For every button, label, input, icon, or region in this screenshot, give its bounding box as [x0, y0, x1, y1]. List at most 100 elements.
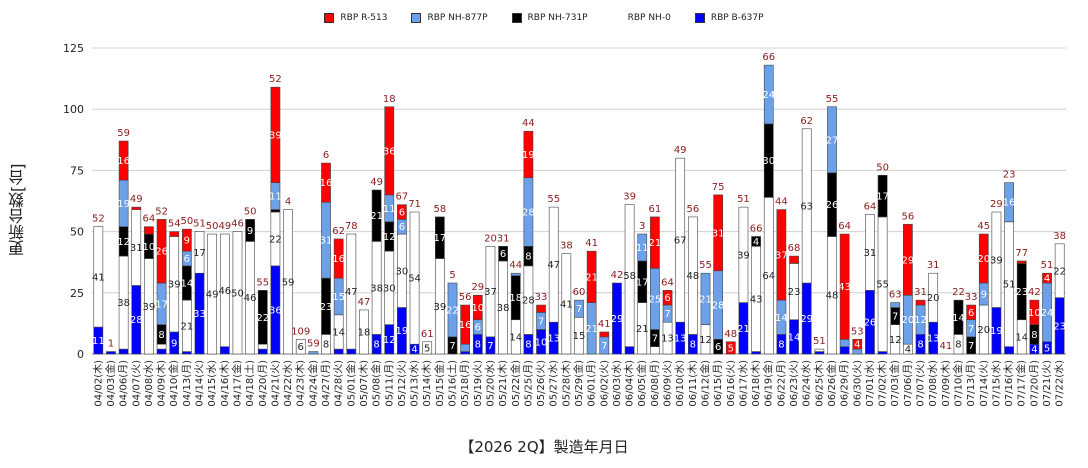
- total-data-label: 61: [421, 329, 434, 340]
- segment-data-label: 4: [905, 345, 911, 356]
- x-axis-title: 【2026 2Q】製造年月日: [459, 438, 629, 456]
- bar-segment: [257, 348, 268, 355]
- segment-data-label: 21: [699, 294, 712, 305]
- segment-data-label: 19: [990, 326, 1003, 337]
- legend-swatch: [511, 13, 522, 23]
- total-data-label: 58: [433, 204, 446, 215]
- bar-segment: [827, 106, 837, 174]
- bar-segment: [156, 343, 167, 350]
- total-data-label: 50: [244, 206, 257, 217]
- bar-segment: [839, 346, 850, 355]
- segment-data-label: 28: [522, 208, 535, 219]
- total-data-label: 46: [231, 219, 244, 230]
- segment-data-label: 51: [1003, 280, 1016, 291]
- segment-data-label: 58: [623, 271, 636, 282]
- total-data-label: 61: [649, 204, 662, 215]
- segment-data-label: 6: [399, 222, 405, 233]
- total-data-label: 59: [117, 128, 130, 139]
- x-tick-label: 04/13(月): [181, 360, 193, 407]
- total-data-label: 49: [130, 194, 143, 205]
- bar-segment: [662, 290, 673, 306]
- segment-data-label: 19: [117, 199, 130, 210]
- bar-segment: [194, 231, 205, 274]
- total-data-label: 3: [639, 221, 645, 232]
- total-data-label: 41: [939, 341, 952, 352]
- x-tick-label: 04/22(水): [282, 360, 294, 407]
- x-tick-label: 06/03(水): [611, 360, 623, 407]
- segment-data-label: 7: [601, 341, 607, 352]
- segment-data-label: 47: [345, 287, 358, 298]
- segment-data-label: 7: [892, 312, 898, 323]
- segment-data-label: 7: [576, 304, 582, 315]
- legend-item: RBP NH-877P: [411, 8, 488, 28]
- total-data-label: 54: [168, 219, 181, 230]
- segment-data-label: 31: [130, 243, 143, 254]
- segment-data-label: 9: [171, 338, 177, 349]
- total-data-label: 63: [889, 290, 902, 301]
- total-data-label: 53: [851, 326, 864, 337]
- segment-data-label: 17: [636, 277, 649, 288]
- bar-segment: [232, 231, 243, 355]
- segment-data-label: 7: [449, 341, 455, 352]
- bar-segment: [435, 216, 445, 259]
- segment-data-label: 13: [927, 334, 940, 345]
- x-tick-label: 05/14(木): [421, 360, 433, 407]
- bar-segment: [612, 282, 622, 355]
- segment-data-label: 21: [585, 272, 598, 283]
- segment-data-label: 14: [332, 327, 345, 338]
- bar-segment: [219, 346, 230, 355]
- segment-data-label: 15: [573, 331, 586, 342]
- legend-item: RBP NH-731P: [511, 8, 588, 28]
- total-data-label: 47: [358, 297, 371, 308]
- total-data-label: 55: [547, 194, 560, 205]
- segment-data-label: 19: [522, 150, 535, 161]
- segment-data-label: 4: [753, 237, 759, 248]
- legend-item: RBP NH-0: [611, 8, 671, 28]
- total-data-label: 55: [826, 94, 839, 105]
- total-data-label: 20: [484, 233, 497, 244]
- x-tick-label: 06/08(月): [649, 360, 661, 407]
- segment-data-label: 29: [611, 314, 624, 325]
- segment-data-label: 38: [117, 298, 130, 309]
- segment-data-label: 37: [484, 287, 497, 298]
- total-data-label: 31: [914, 287, 927, 298]
- bar-segment: [713, 194, 723, 272]
- legend: RBP R-513 RBP NH-877P RBP NH-731P RBP NH-0 R…: [0, 8, 1088, 28]
- total-data-label: 59: [307, 339, 320, 350]
- segment-data-label: 31: [712, 228, 725, 239]
- bar-segment: [409, 211, 420, 345]
- x-tick-label: 07/20(月): [1028, 360, 1040, 407]
- x-tick-label: 07/17(金): [1015, 360, 1028, 407]
- bar-segment: [472, 294, 483, 321]
- segment-data-label: 14: [181, 279, 194, 290]
- segment-data-label: 10: [143, 242, 156, 253]
- x-tick-label: 07/06(月): [902, 360, 914, 407]
- total-data-label: 66: [762, 52, 775, 63]
- segment-data-label: 27: [826, 135, 839, 146]
- segment-data-label: 30: [396, 266, 409, 277]
- bar-segment: [245, 219, 255, 242]
- segment-data-label: 14: [509, 332, 522, 343]
- y-tick-label: 75: [70, 164, 84, 177]
- total-data-label: 39: [623, 192, 636, 203]
- segment-data-label: 22: [1053, 266, 1066, 277]
- segment-data-label: 48: [686, 271, 699, 282]
- segment-data-label: 39: [143, 302, 156, 313]
- segment-data-label: 4: [854, 340, 860, 351]
- segment-data-label: 39: [433, 302, 446, 313]
- total-data-label: 52: [155, 206, 168, 217]
- total-data-label: 51: [813, 336, 826, 347]
- segment-data-label: 7: [538, 316, 544, 327]
- bar-segment: [295, 339, 306, 355]
- bar-segment: [650, 346, 660, 355]
- segment-data-label: 8: [373, 340, 379, 351]
- total-data-label: 38: [1053, 231, 1066, 242]
- bar-segment: [333, 238, 344, 279]
- segment-data-label: 17: [193, 248, 206, 259]
- x-tick-label: 05/22(金): [509, 360, 522, 407]
- bar-segment: [219, 233, 230, 347]
- bar-segment: [877, 351, 888, 355]
- segment-data-label: 39: [168, 280, 181, 291]
- bar-segment: [725, 341, 736, 355]
- x-tick-label: 05/16(土): [446, 360, 459, 407]
